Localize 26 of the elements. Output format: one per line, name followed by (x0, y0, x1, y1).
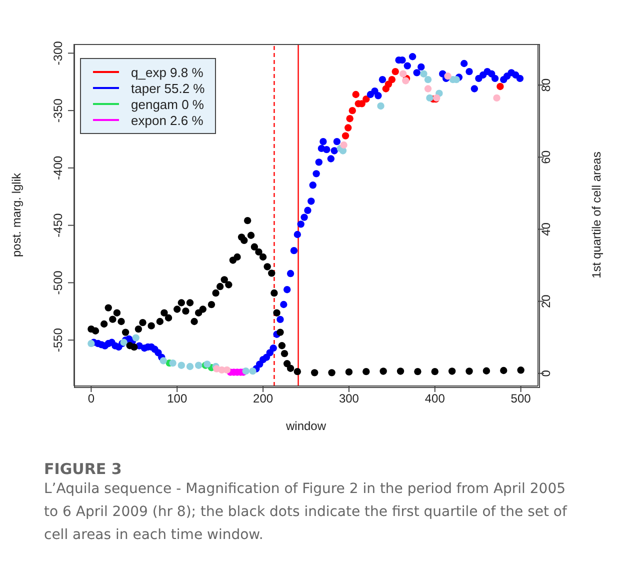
x-axis-title: window (284, 419, 326, 433)
y-tick-label: -400 (51, 156, 65, 180)
x-tick-label: 200 (253, 392, 274, 406)
y2-tick-label: 40 (539, 222, 553, 236)
y-tick-label: -350 (51, 98, 65, 123)
x-tick-label: 400 (424, 392, 446, 406)
legend-label: gengam 0 % (131, 96, 204, 112)
y-tick-label: -550 (51, 328, 65, 352)
y2-tick-label: 0 (539, 370, 553, 377)
y-axis-title: post. marg. lglik (9, 172, 24, 258)
y2-axis-title: 1st quartile of cell areas (589, 152, 604, 278)
y2-tick-label: 60 (539, 150, 553, 164)
text: FIGURE 3 (44, 460, 123, 478)
legend-label: expon 2.6 % (131, 112, 204, 128)
text: L’Aquila sequence - Magnification of Figure 2 in the period from April 2005 to 6 April 2009 (hr 8); the black dots indicate the first quartile of the set of cell areas in each time window. (44, 480, 568, 545)
legend-label: q_exp 9.8 % (131, 64, 204, 80)
y-tick-label: -300 (51, 40, 65, 66)
x-tick-label: 100 (167, 392, 188, 406)
legend-label: taper 55.2 % (131, 80, 205, 96)
y2-tick-label: 20 (539, 294, 553, 308)
x-tick-label: 0 (88, 392, 95, 406)
y-tick-label: -450 (51, 213, 65, 238)
y2-tick-label: 80 (539, 78, 553, 92)
x-tick-label: 500 (510, 392, 532, 406)
y-tick-label: -500 (51, 270, 65, 295)
x-tick-label: 300 (338, 392, 360, 406)
